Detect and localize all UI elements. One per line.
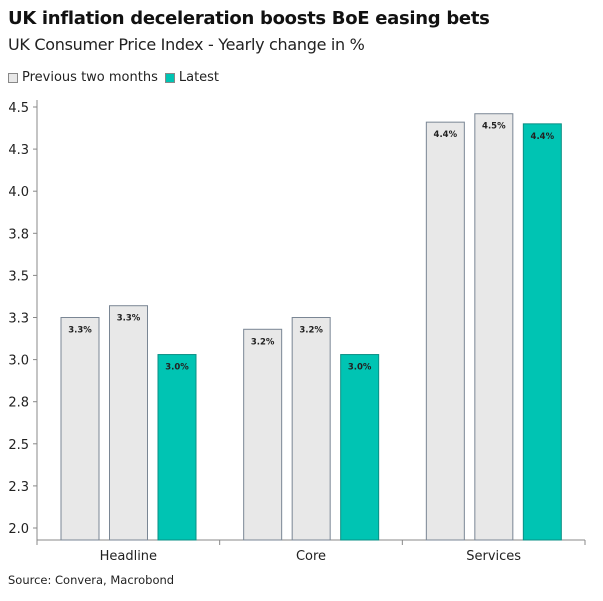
bar bbox=[157, 354, 197, 541]
legend-swatch-previous bbox=[8, 72, 18, 83]
chart-title: UK inflation deceleration boosts BoE eas… bbox=[8, 8, 490, 29]
legend-label-previous: Previous two months bbox=[22, 70, 158, 85]
y-tick-label: 3.5 bbox=[8, 269, 29, 284]
data-label: 4.4% bbox=[434, 130, 458, 140]
legend: Previous two months Latest bbox=[8, 70, 219, 85]
data-label: 3.2% bbox=[251, 337, 275, 347]
data-label: 4.5% bbox=[482, 122, 506, 132]
y-tick-label: 2.3 bbox=[8, 480, 29, 495]
data-label: 3.0% bbox=[348, 363, 372, 373]
bar bbox=[425, 121, 465, 541]
data-label: 3.0% bbox=[165, 363, 189, 373]
data-label: 3.3% bbox=[117, 314, 141, 324]
y-tick-label: 4.0 bbox=[8, 185, 29, 200]
data-label: 4.4% bbox=[531, 132, 555, 142]
bar bbox=[60, 317, 100, 541]
chart-subtitle: UK Consumer Price Index - Yearly change … bbox=[8, 35, 365, 54]
y-tick-label: 3.8 bbox=[8, 227, 29, 242]
legend-label-latest: Latest bbox=[178, 70, 220, 85]
bar bbox=[243, 328, 283, 541]
y-tick-label: 3.3 bbox=[8, 312, 29, 327]
bar bbox=[522, 123, 562, 541]
x-tick-label: Headline bbox=[100, 549, 157, 564]
source-note: Source: Convera, Macrobond bbox=[8, 573, 175, 587]
y-tick-label: 2.0 bbox=[8, 522, 29, 537]
y-tick-label: 4.5 bbox=[8, 101, 29, 116]
y-tick-label: 2.5 bbox=[8, 438, 29, 453]
bar bbox=[474, 113, 514, 541]
data-label: 3.3% bbox=[68, 326, 92, 336]
legend-swatch-latest bbox=[164, 72, 175, 83]
y-tick-label: 2.8 bbox=[8, 396, 29, 411]
y-tick-label: 3.0 bbox=[8, 354, 29, 369]
y-tick-label: 4.3 bbox=[8, 143, 29, 158]
bar bbox=[340, 354, 380, 541]
x-tick-label: Services bbox=[466, 549, 521, 564]
bar bbox=[291, 317, 331, 541]
data-label: 3.2% bbox=[299, 326, 323, 336]
x-tick-label: Core bbox=[296, 549, 326, 564]
bar bbox=[109, 305, 148, 541]
